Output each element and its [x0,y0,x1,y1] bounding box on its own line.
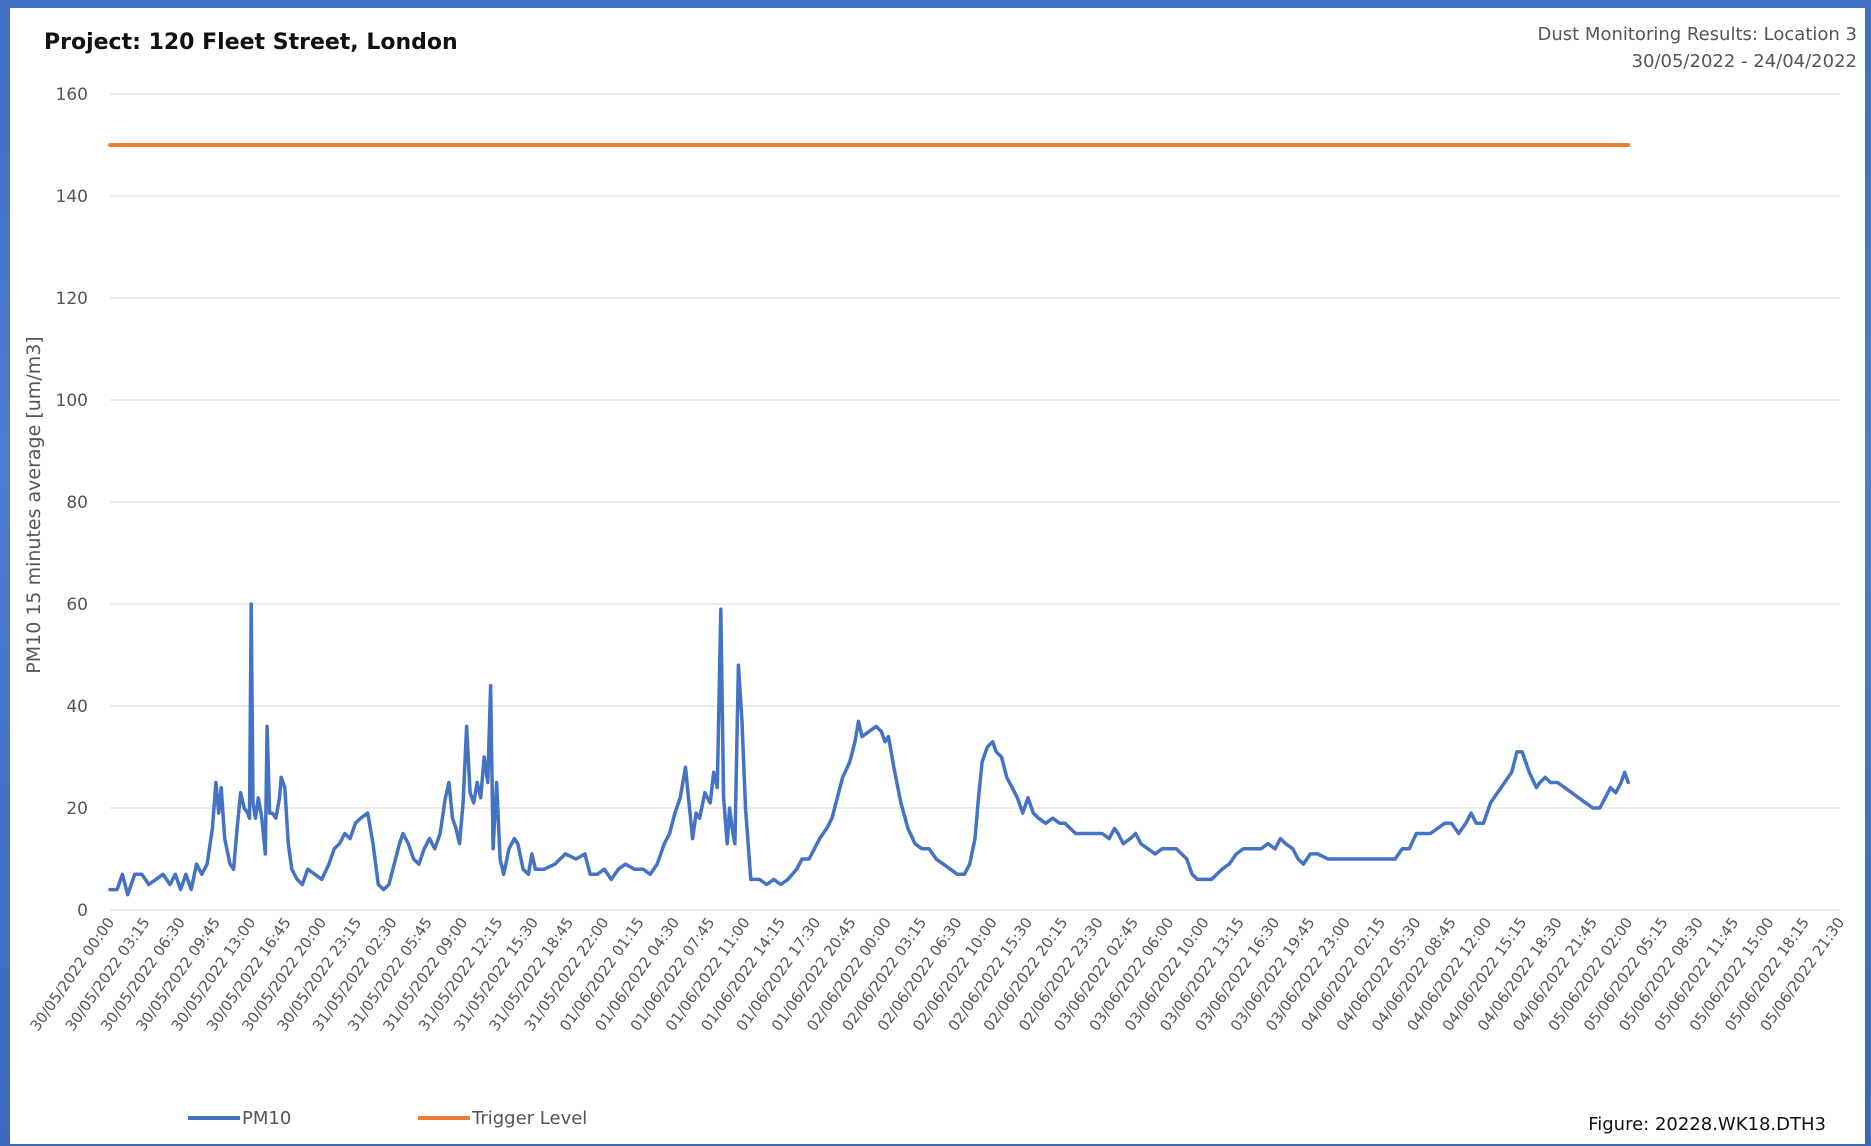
y-tick-label: 60 [66,595,88,615]
legend-label: Trigger Level [471,1108,587,1129]
chart-panel [10,8,1865,1144]
legend: PM10 Trigger Level [188,1108,587,1129]
legend-item-pm10: PM10 [188,1108,291,1129]
chart-subtitle-date-range: 30/05/2022 - 24/04/2022 [1632,51,1857,72]
figure-label: Figure: 20228.WK18.DTH3 [1588,1114,1826,1135]
series-line-pm10 [108,602,1630,897]
y-tick-label: 40 [66,697,88,717]
y-tick-label: 0 [77,901,88,921]
y-tick-label: 20 [66,799,88,819]
legend-label: PM10 [242,1108,291,1129]
y-tick-label: 120 [56,289,88,309]
y-tick-labels: 0 20 40 60 80 100 120 140 160 [56,85,88,921]
y-tick-label: 100 [56,391,88,411]
y-tick-label: 80 [66,493,88,513]
y-tick-label: 140 [56,187,88,207]
y-tick-label: 160 [56,85,88,105]
chart-title: Project: 120 Fleet Street, London [44,30,458,55]
chart-subtitle-location: Dust Monitoring Results: Location 3 [1538,24,1858,45]
series-lines [108,143,1631,897]
grid-lines [110,93,1840,911]
legend-item-trigger-level: Trigger Level [418,1108,587,1129]
y-axis-label: PM10 15 minutes average [um/m3] [23,336,45,673]
